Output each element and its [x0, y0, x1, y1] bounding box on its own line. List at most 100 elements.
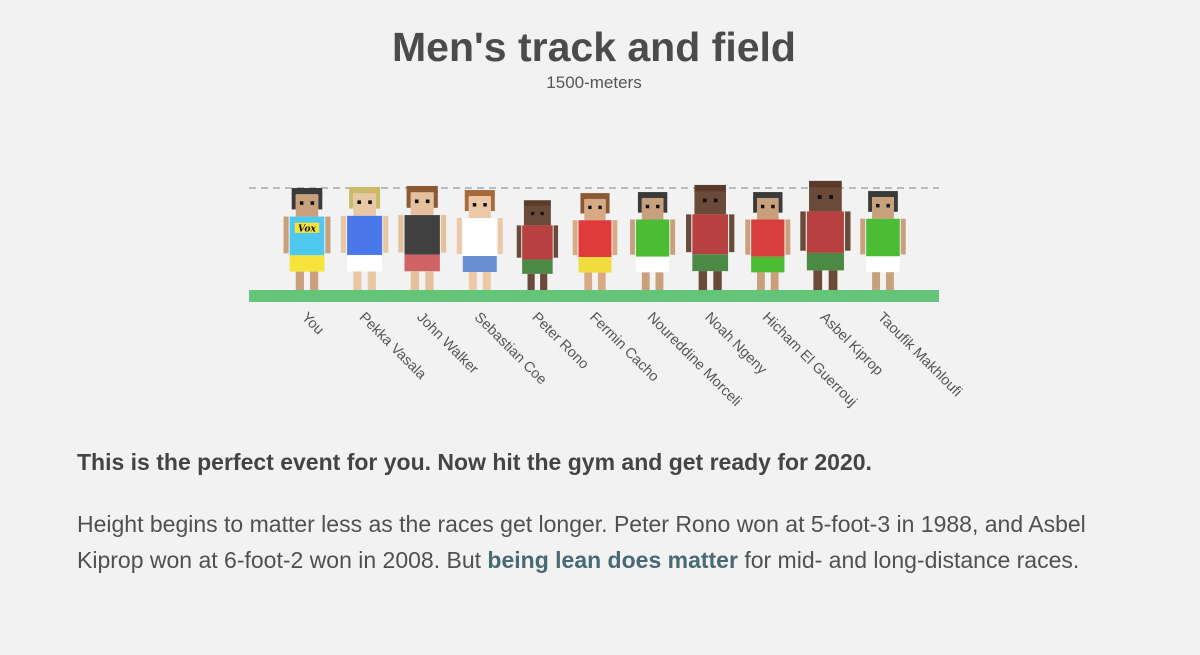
arm [325, 216, 331, 254]
hair [694, 184, 726, 193]
arm [845, 211, 851, 251]
body-text-part1: Height begins to matter less as the race… [77, 511, 1086, 573]
hair [580, 193, 610, 200]
hair-side [375, 192, 381, 209]
arm [383, 215, 389, 253]
leg [584, 272, 593, 290]
athlete-figure: Vox [283, 188, 331, 290]
hair [868, 191, 898, 198]
shirt [635, 219, 670, 257]
athlete-name-label: Peter Rono [529, 310, 592, 373]
shirt [751, 219, 785, 257]
hair-side [753, 196, 758, 213]
hair-side [318, 193, 323, 210]
lean-matters-link[interactable]: being lean does matter [487, 547, 738, 573]
hair [753, 192, 783, 199]
leg [655, 272, 664, 290]
face [410, 192, 434, 216]
arm [729, 214, 735, 253]
page-title: Men's track and field [392, 24, 796, 70]
shirt [404, 215, 440, 255]
athlete-figure [516, 200, 559, 290]
arm [900, 218, 906, 255]
vox-logo-patch [294, 222, 320, 233]
eye [588, 205, 592, 210]
face [694, 191, 726, 215]
leg [698, 271, 708, 290]
athlete-name-label: Taoufik Makhloufi [874, 310, 965, 401]
eye [299, 201, 304, 205]
hair [464, 190, 495, 198]
shorts [522, 259, 553, 274]
eye [531, 211, 535, 216]
hair [637, 192, 668, 199]
shorts [806, 252, 844, 271]
leg [828, 270, 838, 290]
eye [368, 200, 372, 204]
shorts [404, 254, 440, 272]
leg [641, 272, 650, 290]
shirt [578, 220, 612, 258]
eye [771, 204, 775, 209]
leg [757, 272, 765, 290]
eye [713, 198, 718, 203]
leg [713, 271, 722, 290]
body-paragraph: Height begins to matter less as the race… [77, 506, 1127, 578]
shirt [692, 214, 729, 255]
event-verdict: This is the perfect event for you. Now h… [77, 449, 872, 475]
arm [398, 215, 404, 253]
leg [527, 273, 535, 290]
eye [357, 200, 361, 204]
leg [425, 271, 434, 290]
shorts [751, 256, 785, 273]
eye [425, 199, 430, 204]
hair-side [433, 191, 438, 208]
arm [630, 219, 635, 255]
hair-side [580, 197, 585, 214]
shirt [522, 225, 553, 260]
hair-side [464, 195, 469, 212]
hair-side [349, 192, 354, 209]
shorts [692, 254, 729, 272]
ground-bar [249, 290, 939, 302]
leg [813, 270, 823, 290]
eye [598, 205, 602, 210]
arm [440, 215, 447, 253]
leg [597, 272, 606, 290]
leg [885, 272, 894, 290]
leg [410, 271, 420, 290]
leg [468, 272, 477, 290]
hair-side [637, 196, 642, 213]
arm [785, 219, 791, 255]
arm [516, 225, 522, 258]
leg [872, 272, 881, 290]
arm [456, 218, 462, 255]
hair-side [868, 196, 873, 212]
hair-side [291, 193, 296, 210]
arm [745, 219, 751, 255]
athlete-figure [456, 190, 503, 290]
eye [310, 201, 315, 205]
leg [310, 271, 319, 290]
hair-side [778, 196, 783, 213]
vox-logo: Vox [298, 223, 316, 234]
hair [349, 186, 381, 195]
athlete-name-label: You [298, 310, 327, 339]
shorts [635, 256, 670, 273]
eye [702, 198, 707, 203]
body-text-part2: for mid- and long-distance races. [737, 547, 1080, 573]
face [353, 193, 376, 216]
athlete-figure [630, 192, 676, 290]
eye [645, 204, 650, 209]
arm [553, 225, 559, 258]
shorts [289, 255, 325, 272]
eye [414, 199, 419, 204]
eye [656, 204, 660, 209]
face [584, 198, 606, 221]
shirt [347, 215, 383, 255]
eye [483, 203, 487, 207]
athlete-figure [340, 186, 389, 290]
shorts [462, 256, 497, 273]
arm [800, 211, 806, 251]
shirt [866, 218, 900, 257]
